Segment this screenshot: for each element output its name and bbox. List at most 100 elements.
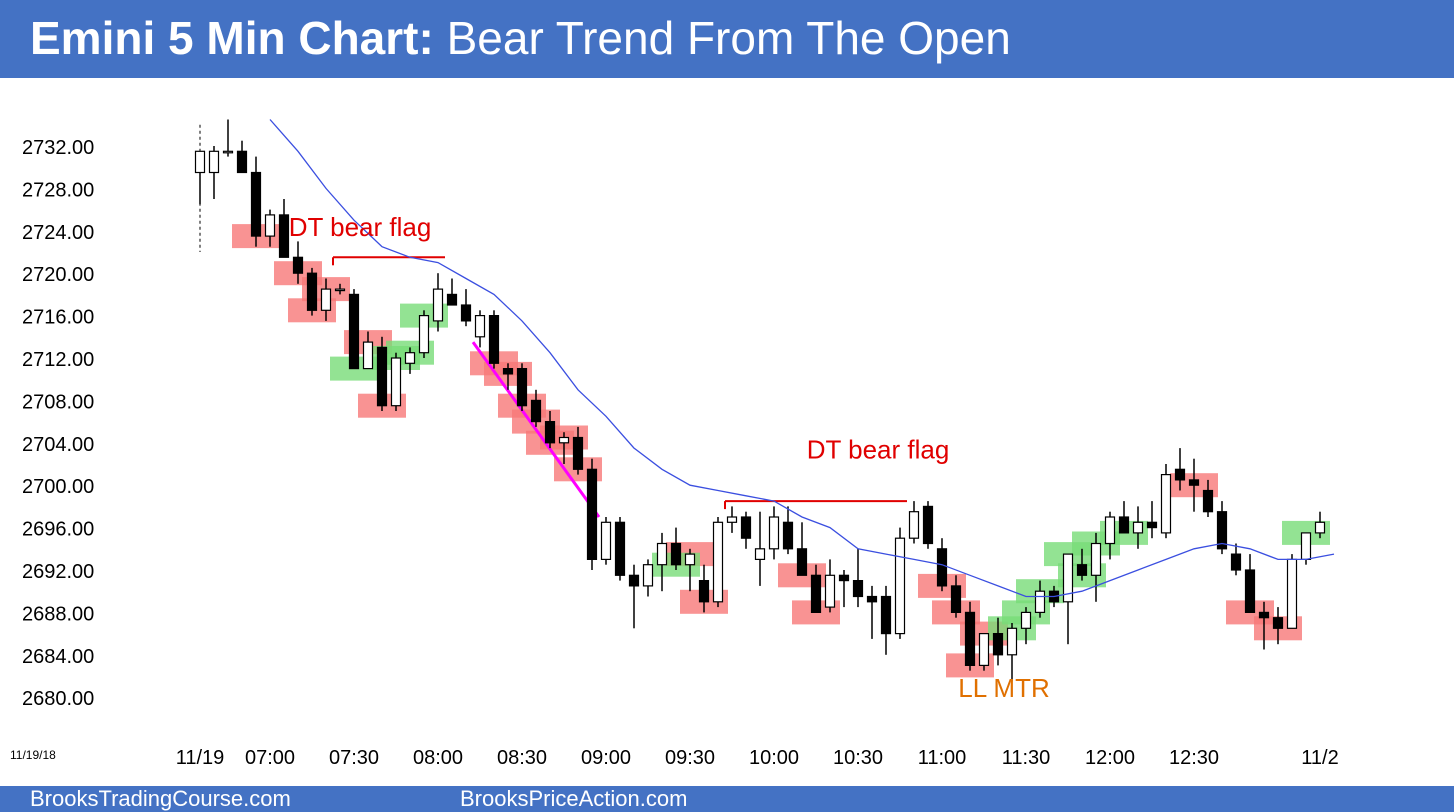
bull-candle [432, 288, 444, 322]
bull-candle [894, 537, 906, 635]
y-tick-label: 2696.00 [22, 519, 94, 541]
bull-candle [558, 436, 570, 444]
y-tick-label: 2724.00 [22, 222, 94, 244]
annotation-label: DT bear flag [289, 212, 432, 242]
bull-candle [320, 288, 332, 311]
bear-candle [1244, 569, 1256, 614]
bear-candle [1272, 617, 1284, 629]
y-tick-label: 2716.00 [22, 307, 94, 329]
x-tick-label: 08:00 [413, 747, 463, 769]
footer-link-right[interactable]: BrooksPriceAction.com [460, 786, 688, 811]
title-rest: Bear Trend From The Open [446, 12, 1011, 64]
bull-candle [754, 548, 766, 560]
bear-candle [544, 421, 556, 444]
bear-candle [586, 468, 598, 560]
bear-candle [348, 293, 360, 370]
y-tick-label: 2712.00 [22, 349, 94, 371]
bear-candle [852, 579, 864, 598]
candles [194, 119, 1326, 682]
bull-candle [390, 357, 402, 407]
bear-candle [628, 574, 640, 587]
bear-candle [1174, 468, 1186, 481]
annotation-label: DT bear flag [807, 435, 950, 465]
bear-candle [880, 595, 892, 635]
annotations: DT bear flag DT bear flag LL MTR [289, 212, 1050, 703]
y-tick-label: 2688.00 [22, 603, 94, 625]
bull-candle [362, 341, 374, 370]
x-tick-label: 07:30 [329, 747, 379, 769]
bear-candle [992, 632, 1004, 656]
bull-candle [1006, 627, 1018, 656]
footer-link-left[interactable]: BrooksTradingCourse.com [30, 786, 291, 811]
bear-candle [950, 585, 962, 614]
bear-candle [530, 399, 542, 423]
bear-candle [838, 574, 850, 582]
bull-candle [404, 352, 416, 364]
bull-candle [222, 150, 234, 154]
bear-candle [250, 171, 262, 237]
x-tick-label: 11/2 [1301, 747, 1338, 769]
annotation-lines [199, 124, 907, 518]
y-tick-label: 2708.00 [22, 391, 94, 413]
x-tick-label: 12:30 [1169, 747, 1219, 769]
bull-candle [1020, 611, 1032, 629]
x-tick-label: 12:00 [1085, 747, 1135, 769]
bear-candle [306, 272, 318, 311]
ema-polyline [269, 119, 1335, 598]
bull-candle [684, 553, 696, 566]
x-tick-label: 09:30 [665, 747, 715, 769]
bear-candle [670, 542, 682, 566]
y-axis: 2732.00 2728.00 2724.00 2720.00 2716.00 2712.… [22, 137, 94, 710]
bear-candle [740, 516, 752, 539]
bear-candle [1146, 521, 1158, 529]
y-tick-label: 2700.00 [22, 476, 94, 498]
bull-candle [1314, 521, 1326, 534]
bull-candle [1062, 553, 1074, 603]
bear-candle [278, 214, 290, 258]
bear-candle [516, 368, 528, 407]
bear-candle [1202, 489, 1214, 513]
bull-candle [1104, 516, 1116, 545]
y-tick-label: 2680.00 [22, 688, 94, 710]
title-bar: Emini 5 Min Chart: Bear Trend From The O… [0, 0, 1454, 78]
bear-candle [1076, 564, 1088, 576]
y-tick-label: 2728.00 [22, 179, 94, 201]
x-axis: 11/19 07:00 07:30 08:00 08:30 09:00 09:30 10:00… [176, 747, 1339, 769]
bear-candle [1118, 516, 1130, 534]
bear-candle [488, 315, 500, 364]
bear-candle [292, 256, 304, 274]
x-tick-label: 07:00 [245, 747, 295, 769]
bull-candle [1300, 532, 1312, 561]
bull-candle [1286, 558, 1298, 629]
y-tick-label: 2720.00 [22, 264, 94, 286]
title-bold: Emini 5 Min Chart: [30, 12, 434, 64]
bear-candle [796, 548, 808, 576]
bear-candle [502, 368, 514, 375]
bear-candle [460, 304, 472, 322]
bear-candle [782, 521, 794, 550]
annotation-label: LL MTR [958, 673, 1050, 703]
bull-candle [978, 632, 990, 666]
bull-candle [1132, 521, 1144, 534]
bull-candle [418, 315, 430, 354]
x-tick-label: 11:30 [1002, 747, 1051, 769]
ema-line [269, 119, 1335, 598]
bull-candle [726, 516, 738, 523]
y-tick-label: 2684.00 [22, 646, 94, 668]
chart-date-label: 11/19/18 [10, 748, 56, 762]
bull-candle [334, 288, 346, 292]
bear-candle [698, 579, 710, 603]
y-tick-label: 2704.00 [22, 434, 94, 456]
bear-candle [964, 611, 976, 667]
bull-candle [642, 564, 654, 587]
x-tick-label: 11:00 [918, 747, 967, 769]
x-tick-label: 08:30 [497, 747, 547, 769]
trendline [471, 341, 601, 518]
bear-candle [446, 293, 458, 306]
bull-candle [656, 542, 668, 566]
page-title: Emini 5 Min Chart: Bear Trend From The O… [30, 8, 1011, 68]
bull-candle [768, 516, 780, 550]
bull-candle [824, 574, 836, 608]
bear-candle [810, 574, 822, 613]
